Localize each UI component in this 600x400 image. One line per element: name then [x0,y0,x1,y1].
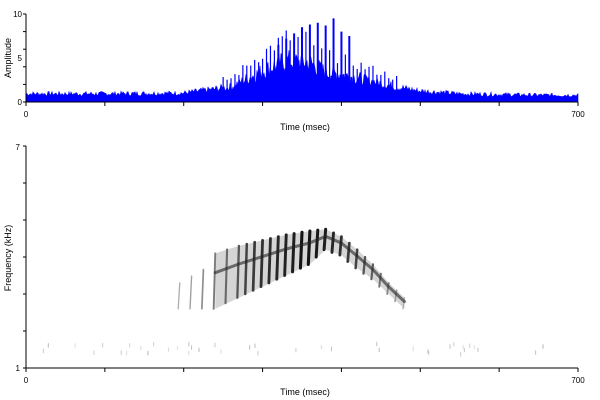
spectrogram-panel: 1 7 0 700 Time (msec) Frequency (kHz) [3,143,585,397]
spectrogram-striation [189,275,193,310]
spectrogram-x-tick-label: 700 [571,376,585,385]
spectrogram-striation [251,240,257,292]
spectrogram-striation [322,227,328,252]
spectrogram-x-axis-label: Time (msec) [280,387,330,397]
spectrogram-striation [267,237,272,285]
spectrogram-y-tick-label: 1 [16,364,21,373]
waveform-panel: 0 5 10 0 700 Time (msec) Amplitude [3,10,585,132]
spectrogram-striation [362,255,367,275]
waveform-y-tick-label: 0 [18,98,23,107]
spectrogram-striation [212,252,217,310]
spectrogram-striation [354,248,359,270]
waveform-x-tick-label: 700 [571,110,585,119]
spectrogram-x-ticks [25,368,579,372]
waveform-x-tick-label: 0 [24,110,29,119]
spectrogram-striation [201,268,205,310]
waveform-y-axis-label: Amplitude [3,38,13,78]
waveform-y-ticks [23,13,26,103]
spectrogram-striation [306,229,312,266]
spectrogram-x-tick-label: 0 [24,376,29,385]
waveform-y-tick-label: 5 [18,54,23,63]
spectrogram-striation [370,263,375,281]
spectrogram-y-axis-label: Frequency (kHz) [3,225,13,292]
spectrogram-striation [224,248,229,305]
spectrogram-y-tick-label: 7 [16,143,21,152]
spectrogram-striation [314,228,320,259]
spectrogram-marks [42,227,544,357]
spectrogram-striation [298,230,304,270]
waveform-y-tick-label: 10 [13,10,22,19]
spectrogram-striation [236,244,241,299]
spectrogram-striation [243,242,249,296]
spectrogram-striation [330,231,335,254]
spectrogram-striation [259,238,264,289]
spectrogram-striation [177,282,181,310]
spectrogram-striation [346,241,351,263]
spectrogram-striation [275,235,280,281]
spectrogram-striation [338,235,343,257]
waveform-x-ticks [25,102,579,106]
waveform-x-axis-label: Time (msec) [280,122,330,132]
waveform-marks [25,18,579,103]
spectrogram-core [213,234,406,304]
spectrogram-striation [283,233,288,277]
spectrogram-striation [291,232,296,274]
